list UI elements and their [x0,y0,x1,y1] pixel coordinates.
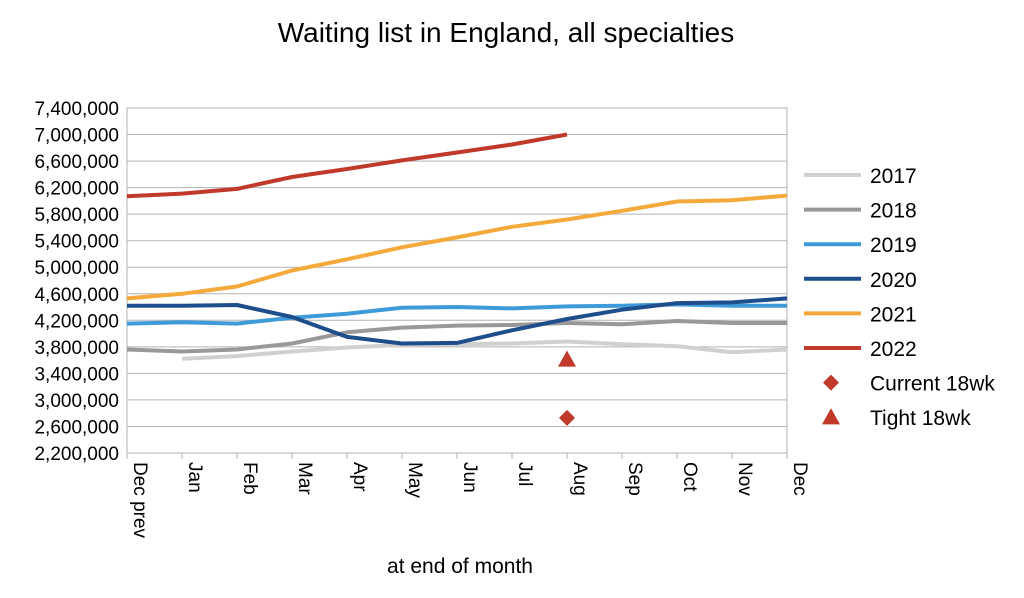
y-tick-label: 5,000,000 [34,258,119,279]
x-tick-label: Feb [239,462,260,495]
y-tick-label: 4,600,000 [34,285,119,306]
x-tick-label: Sep [624,462,645,496]
y-tick-label: 6,600,000 [34,152,119,173]
x-tick-label: Aug [569,462,590,496]
series-group [126,132,788,426]
y-tick-label: 6,200,000 [34,179,119,200]
x-tick-label: May [404,462,425,498]
series-line-2020 [127,296,788,346]
y-tick-label: 3,400,000 [34,364,119,385]
x-tick-label: Jun [459,462,480,493]
x-tick-label: Mar [294,462,315,495]
series-line-2017 [181,339,788,361]
legend: 2017 2018 2019 2020 2021 2022 Current 18wk Tigh… [804,165,995,430]
y-tick-label: 5,400,000 [34,232,119,253]
legend-marker-current-18wk [823,374,839,391]
legend-marker-tight-18wk [822,408,840,425]
x-tick-label: Apr [349,462,370,492]
y-tick-label: 7,000,000 [34,126,119,147]
x-axis-ticks: Dec prev Jan Feb Mar Apr May Jun Jul Aug Sep Oct No… [126,453,810,539]
legend-label-2018: 2018 [870,200,917,223]
x-tick-label: Dec [789,462,810,496]
legend-label-2021: 2021 [870,303,917,326]
legend-label-tight-18wk: Tight 18wk [870,407,971,430]
y-tick-label: 3,000,000 [34,391,119,412]
legend-label-2017: 2017 [870,165,917,188]
y-axis-ticks: 2,200,000 2,600,000 3,000,000 3,400,000 3,80… [34,99,119,465]
y-tick-label: 2,600,000 [34,417,119,438]
y-tick-label: 4,200,000 [34,311,119,332]
series-point-tight-18wk [558,350,576,367]
legend-label-2020: 2020 [870,269,917,292]
y-tick-label: 5,800,000 [34,205,119,226]
x-axis-label: at end of month [387,555,533,578]
series-point-current-18wk [559,409,575,426]
plot-area [126,107,788,454]
x-tick-label: Jul [514,462,535,486]
series-line-2022 [126,132,568,199]
series-line-2021 [126,193,788,301]
y-tick-label: 3,800,000 [34,338,119,359]
chart-title: Waiting list in England, all specialties [278,17,735,48]
legend-label-2019: 2019 [870,234,917,257]
y-tick-label: 7,400,000 [34,99,119,120]
x-tick-label: Oct [679,462,700,492]
series-line-2018 [126,319,787,354]
legend-label-current-18wk: Current 18wk [870,373,995,396]
x-tick-label: Dec prev [129,462,150,539]
x-tick-label: Jan [184,462,205,493]
y-tick-label: 2,200,000 [34,444,119,465]
legend-label-2022: 2022 [870,338,917,361]
x-tick-label: Nov [734,462,755,496]
